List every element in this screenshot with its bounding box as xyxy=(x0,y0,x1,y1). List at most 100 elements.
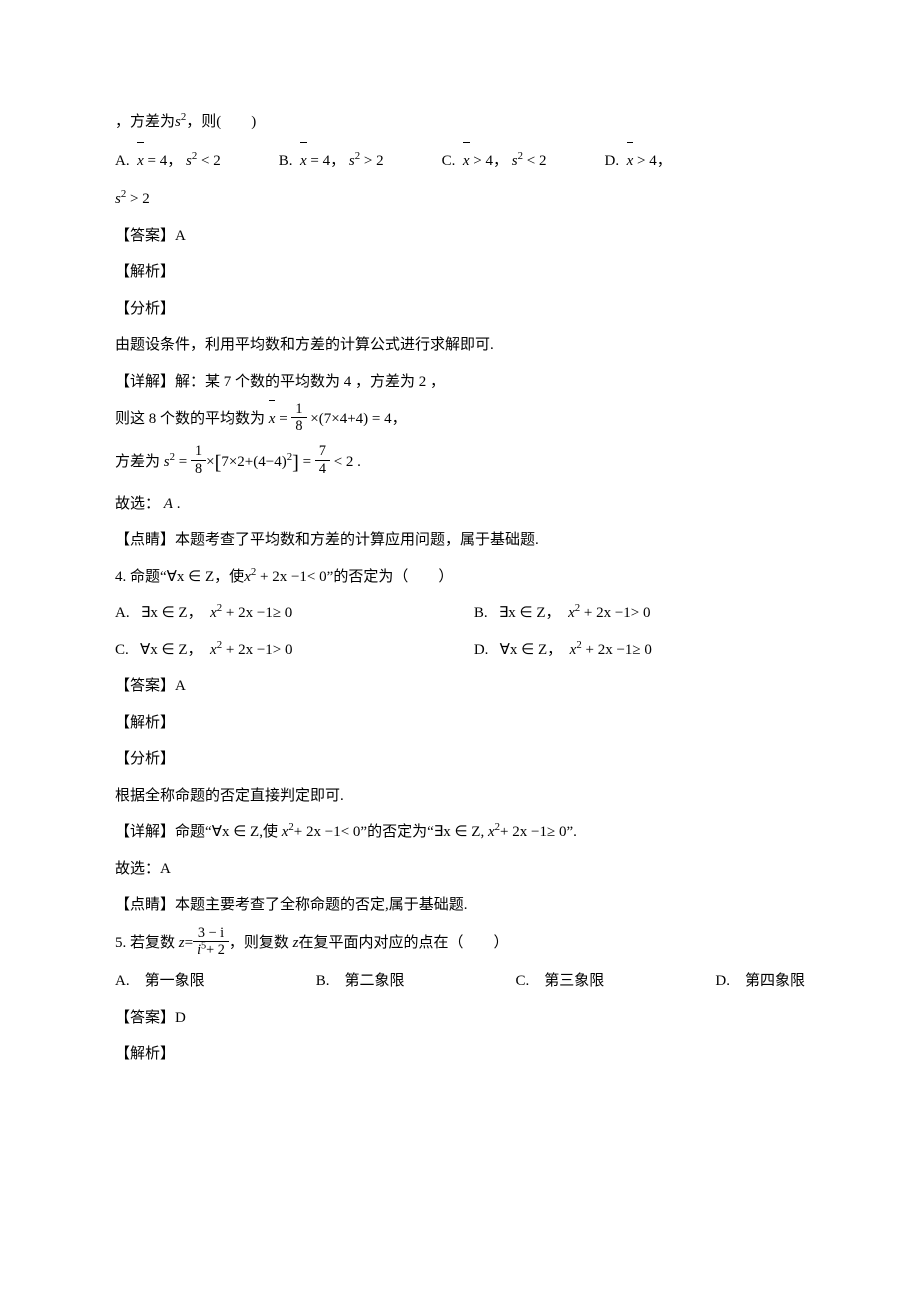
quant: ∃x ∈ Z xyxy=(499,605,546,621)
label: D. xyxy=(605,153,620,169)
fraction: 18 xyxy=(291,402,306,434)
answer-label: 【答案】 xyxy=(115,228,175,244)
q5-answer: 【答案】D xyxy=(115,1004,805,1033)
q3-dianjing: 【点睛】本题考查了平均数和方差的计算应用问题，属于基础题. xyxy=(115,526,805,555)
text: 本题考查了平均数和方差的计算应用问题，属于基础题. xyxy=(175,532,539,548)
exam-page: ，方差为s2，则( ) A. x = 4， s2 < 2 B. x = 4， s… xyxy=(0,0,920,1302)
eq: > 2 xyxy=(130,191,150,207)
eq: = 4 xyxy=(148,153,168,169)
text: 本题主要考查了全称命题的否定,属于基础题. xyxy=(175,897,468,913)
q4-opts-row1: A. ∃x ∈ Z， x2 + 2x −1≥ 0 B. ∃x ∈ Z， x2 +… xyxy=(115,599,805,628)
q3-options: A. x = 4， s2 < 2 B. x = 4， s2 > 2 C. x >… xyxy=(115,147,805,176)
eq: = xyxy=(185,935,193,951)
expr: + 2x −1< 0 xyxy=(294,824,361,840)
num: 1 xyxy=(191,444,206,460)
q4-stem: 4. 命题“∀x ∈ Z，使x2 + 2x −1< 0”的否定为（ ） xyxy=(115,563,805,592)
text: 命题“ xyxy=(130,569,167,585)
q5-opt-b: B. 第二象限 xyxy=(316,967,405,996)
quant: ∀x ∈ Z xyxy=(500,642,548,658)
dianjing-label: 【点睛】 xyxy=(115,532,175,548)
label: D. xyxy=(474,642,489,658)
q4-fenxi-text: 根据全称命题的否定直接判定即可. xyxy=(115,782,805,811)
q4-opt-a: A. ∃x ∈ Z， x2 + 2x −1≥ 0 xyxy=(115,599,446,628)
expr: + 2x −1≥ 0 xyxy=(226,605,292,621)
q4-opt-b: B. ∃x ∈ Z， x2 + 2x −1> 0 xyxy=(474,599,805,628)
answer-value: D xyxy=(175,1010,186,1026)
q5-options: A. 第一象限 B. 第二象限 C. 第三象限 D. 第四象限 xyxy=(115,967,805,996)
q3-xj-l2: 则这 8 个数的平均数为 x = 18 ×(7×4+4) = 4， xyxy=(115,404,805,436)
answer-label: 【答案】 xyxy=(115,678,175,694)
qnum: 4. xyxy=(115,569,130,585)
q3-xj-l3: 方差为 s2 = 18×[7×2+(4−4)2] = 74 < 2 . xyxy=(115,444,805,482)
expr: + 2x −1< 0 xyxy=(260,569,327,585)
var: x xyxy=(244,569,251,585)
quant: ∃x ∈ Z xyxy=(434,824,481,840)
num: 3 − i xyxy=(198,925,224,941)
q3-opt-a: A. x = 4， s2 < 2 xyxy=(115,147,221,176)
q3-fenxi-label: 【分析】 xyxy=(115,295,805,324)
q3-xj-l1: 【详解】解：某 7 个数的平均数为 4 ，方差为 2 ， xyxy=(115,368,805,397)
text: ，使 xyxy=(214,569,244,585)
quant: ∀x ∈ Z xyxy=(212,824,260,840)
eq: > 4 xyxy=(473,153,493,169)
text: 故选： xyxy=(115,496,160,512)
q3-opt-c: C. x > 4， s2 < 2 xyxy=(442,147,547,176)
bracket-expr: 7×2+(4−4) xyxy=(221,454,286,470)
q5-opt-c: C. 第三象限 xyxy=(516,967,605,996)
quant: ∃x ∈ Z xyxy=(141,605,188,621)
text: ，方差为 xyxy=(115,114,175,130)
text: ”的否定为（ ） xyxy=(327,569,454,585)
qnum: 5. xyxy=(115,935,130,951)
tail: < 2 . xyxy=(334,454,361,470)
text: ”. xyxy=(566,824,576,840)
answer-value: A xyxy=(175,228,186,244)
q4-guxuan: 故选：A xyxy=(115,855,805,884)
num: 7 xyxy=(315,444,330,460)
q4-opt-c: C. ∀x ∈ Z， x2 + 2x −1> 0 xyxy=(115,636,446,665)
text: 在复平面内对应的点在（ ） xyxy=(299,935,509,951)
expr: + 2x −1> 0 xyxy=(584,605,651,621)
eq2: < 2 xyxy=(527,153,547,169)
comma: , xyxy=(480,824,484,840)
q3-stem-frag: ，方差为s2，则( ) xyxy=(115,108,805,137)
text: ，则复数 xyxy=(229,935,289,951)
label: A. xyxy=(115,153,130,169)
quant: ∀x ∈ Z xyxy=(140,642,188,658)
text: 命题“ xyxy=(175,824,212,840)
eq: = 4 xyxy=(310,153,330,169)
q4-opt-d: D. ∀x ∈ Z， x2 + 2x −1≥ 0 xyxy=(474,636,805,665)
xiangjie-label: 【详解】 xyxy=(115,824,175,840)
eq2: > 2 xyxy=(364,153,384,169)
q4-opts-row2: C. ∀x ∈ Z， x2 + 2x −1> 0 D. ∀x ∈ Z， x2 +… xyxy=(115,636,805,665)
label: B. xyxy=(474,605,488,621)
expr: ×(7×4+4) = 4 xyxy=(310,411,391,427)
q4-xj: 【详解】命题“∀x ∈ Z,使 x2+ 2x −1< 0”的否定为“∃x ∈ Z… xyxy=(115,818,805,847)
eq2: < 2 xyxy=(201,153,221,169)
text: 方差为 xyxy=(115,454,160,470)
text: ”的否定为“ xyxy=(360,824,433,840)
text: ，则( ) xyxy=(186,114,256,130)
text: ,使 xyxy=(259,824,278,840)
den: 4 xyxy=(315,461,330,476)
label: C. xyxy=(442,153,456,169)
q3-opt-d-cont: s2 > 2 xyxy=(115,185,805,214)
text: 则这 8 个数的平均数为 xyxy=(115,411,265,427)
label: A. xyxy=(115,605,130,621)
eq: = xyxy=(303,454,311,470)
q5-jiexi: 【解析】 xyxy=(115,1040,805,1069)
choice: A xyxy=(164,496,173,512)
label: B. xyxy=(279,153,293,169)
q4-answer: 【答案】A xyxy=(115,672,805,701)
label: C. xyxy=(115,642,129,658)
q5-opt-a: A. 第一象限 xyxy=(115,967,205,996)
fraction: 3 − i i5+ 2 xyxy=(193,926,229,958)
q3-opt-d: D. x > 4， xyxy=(605,147,672,176)
answer-label: 【答案】 xyxy=(115,1010,175,1026)
q4-jiexi: 【解析】 xyxy=(115,709,805,738)
text: 若复数 xyxy=(130,935,175,951)
answer-value: A xyxy=(175,678,186,694)
q5-stem: 5. 若复数 z= 3 − i i5+ 2 ，则复数 z在复平面内对应的点在（ … xyxy=(115,928,805,960)
den: 8 xyxy=(191,461,206,476)
q3-answer: 【答案】A xyxy=(115,222,805,251)
expr: + 2x −1≥ 0 xyxy=(586,642,652,658)
